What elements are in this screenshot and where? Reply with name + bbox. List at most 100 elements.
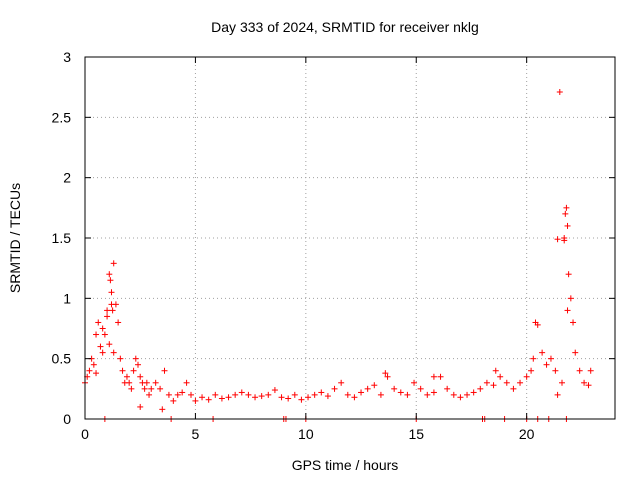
data-point — [278, 394, 285, 401]
data-point — [547, 355, 554, 362]
data-point — [179, 389, 186, 396]
data-point — [218, 395, 225, 402]
data-point — [563, 204, 570, 211]
y-tick-label: 2.5 — [52, 109, 72, 125]
data-point — [146, 391, 153, 398]
x-tick-label: 20 — [519, 426, 535, 442]
data-point — [470, 389, 477, 396]
data-point — [559, 379, 565, 386]
data-point — [464, 391, 471, 398]
data-point — [86, 367, 93, 374]
data-point — [457, 394, 464, 401]
data-point — [143, 379, 150, 386]
data-point — [424, 391, 431, 398]
data-point — [93, 331, 100, 338]
data-point — [291, 391, 298, 398]
data-point — [344, 391, 351, 398]
data-point — [585, 382, 592, 389]
data-point — [212, 391, 219, 398]
data-point — [572, 349, 579, 356]
data-point — [554, 236, 561, 243]
data-point — [252, 394, 259, 401]
data-point — [106, 341, 113, 348]
y-tick-label: 1 — [63, 290, 71, 306]
axis-ticks: 0 5 10 15 20 0 0.5 1 1.5 2 2.5 3 — [52, 49, 615, 442]
data-point — [152, 379, 159, 386]
data-point — [95, 319, 102, 326]
data-point — [562, 210, 569, 217]
data-point — [539, 349, 546, 356]
y-tick-label: 2 — [63, 170, 71, 186]
data-point — [109, 307, 116, 314]
data-point — [258, 393, 265, 400]
data-point — [324, 393, 331, 400]
data-point — [554, 391, 561, 398]
data-point — [552, 367, 559, 374]
y-axis-label: SRMTID / TECUs — [7, 183, 23, 293]
data-point — [483, 379, 490, 386]
x-tick-label: 0 — [81, 426, 89, 442]
data-point — [417, 385, 424, 392]
data-point — [570, 319, 577, 326]
data-point — [90, 361, 97, 368]
data-point — [232, 391, 239, 398]
y-tick-label: 0.5 — [52, 351, 72, 367]
data-point — [199, 394, 206, 401]
data-point — [384, 373, 391, 380]
data-point — [157, 385, 164, 392]
data-point — [430, 389, 437, 396]
data-point — [318, 389, 325, 396]
data-point — [271, 387, 278, 394]
data-point — [225, 394, 232, 401]
data-point — [576, 367, 583, 374]
data-point — [104, 313, 111, 320]
data-point — [444, 385, 451, 392]
data-point — [397, 389, 404, 396]
data-point — [382, 370, 389, 377]
data-point — [564, 222, 571, 229]
data-point — [165, 391, 172, 398]
y-tick-label: 0 — [63, 411, 71, 427]
data-point — [450, 391, 457, 398]
data-point — [437, 373, 444, 380]
x-tick-label: 15 — [408, 426, 424, 442]
data-point — [556, 88, 563, 95]
x-axis-label: GPS time / hours — [292, 457, 399, 473]
data-point — [564, 307, 571, 314]
data-point — [161, 367, 168, 374]
data-point — [490, 382, 497, 389]
data-point — [108, 289, 115, 296]
data-point — [148, 385, 155, 392]
data-point — [93, 370, 100, 377]
data-points — [82, 88, 594, 422]
data-point — [377, 391, 384, 398]
x-tick-label: 5 — [192, 426, 200, 442]
data-point — [331, 385, 338, 392]
data-point — [174, 391, 181, 398]
data-point — [101, 331, 108, 338]
data-point — [492, 367, 499, 374]
data-point — [305, 394, 312, 401]
data-point — [115, 319, 122, 326]
data-point — [132, 355, 139, 362]
x-tick-label: 10 — [298, 426, 314, 442]
data-point — [126, 379, 133, 386]
grid-lines — [85, 57, 615, 419]
data-point — [503, 379, 510, 386]
data-point — [528, 367, 535, 374]
data-point — [534, 321, 541, 328]
data-point — [97, 343, 104, 350]
data-point — [137, 373, 144, 380]
data-point — [141, 385, 148, 392]
data-point — [107, 277, 114, 284]
data-point — [123, 373, 130, 380]
data-point — [108, 301, 115, 308]
data-point — [188, 391, 194, 398]
data-point — [581, 379, 588, 386]
data-point — [391, 385, 398, 392]
data-point — [351, 394, 358, 401]
data-point — [477, 385, 484, 392]
data-point — [430, 373, 437, 380]
data-point — [110, 349, 117, 356]
